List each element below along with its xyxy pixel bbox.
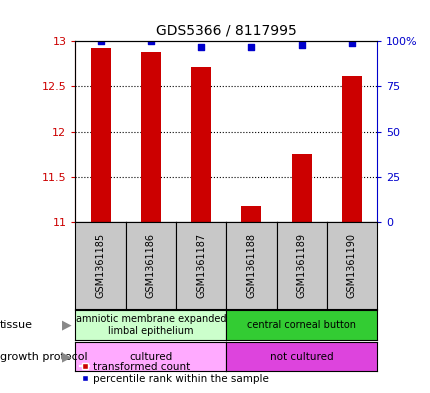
Text: GSM1361189: GSM1361189 bbox=[296, 233, 306, 298]
Bar bbox=[291, 154, 311, 222]
Title: GDS5366 / 8117995: GDS5366 / 8117995 bbox=[156, 23, 296, 37]
Text: GSM1361190: GSM1361190 bbox=[346, 233, 356, 298]
Bar bbox=[190, 66, 211, 222]
Point bbox=[147, 38, 154, 44]
Bar bbox=[241, 206, 261, 222]
Text: GSM1361185: GSM1361185 bbox=[95, 233, 105, 298]
Text: GSM1361186: GSM1361186 bbox=[145, 233, 156, 298]
Text: ▶: ▶ bbox=[61, 319, 71, 332]
Text: ▶: ▶ bbox=[61, 350, 71, 363]
Point bbox=[97, 38, 104, 44]
Bar bbox=[341, 75, 361, 222]
Text: growth protocol: growth protocol bbox=[0, 352, 87, 362]
Text: central corneal button: central corneal button bbox=[247, 320, 355, 330]
Bar bbox=[141, 52, 160, 222]
Text: not cultured: not cultured bbox=[269, 352, 333, 362]
Legend: transformed count, percentile rank within the sample: transformed count, percentile rank withi… bbox=[76, 357, 272, 388]
Point bbox=[247, 44, 254, 50]
Text: GSM1361188: GSM1361188 bbox=[246, 233, 256, 298]
Text: amniotic membrane expanded
limbal epithelium: amniotic membrane expanded limbal epithe… bbox=[75, 314, 226, 336]
Point bbox=[348, 40, 355, 46]
Text: tissue: tissue bbox=[0, 320, 33, 330]
Text: GSM1361187: GSM1361187 bbox=[196, 233, 206, 298]
Point bbox=[197, 44, 204, 50]
Bar bbox=[90, 48, 111, 222]
Point bbox=[298, 42, 304, 48]
Text: cultured: cultured bbox=[129, 352, 172, 362]
